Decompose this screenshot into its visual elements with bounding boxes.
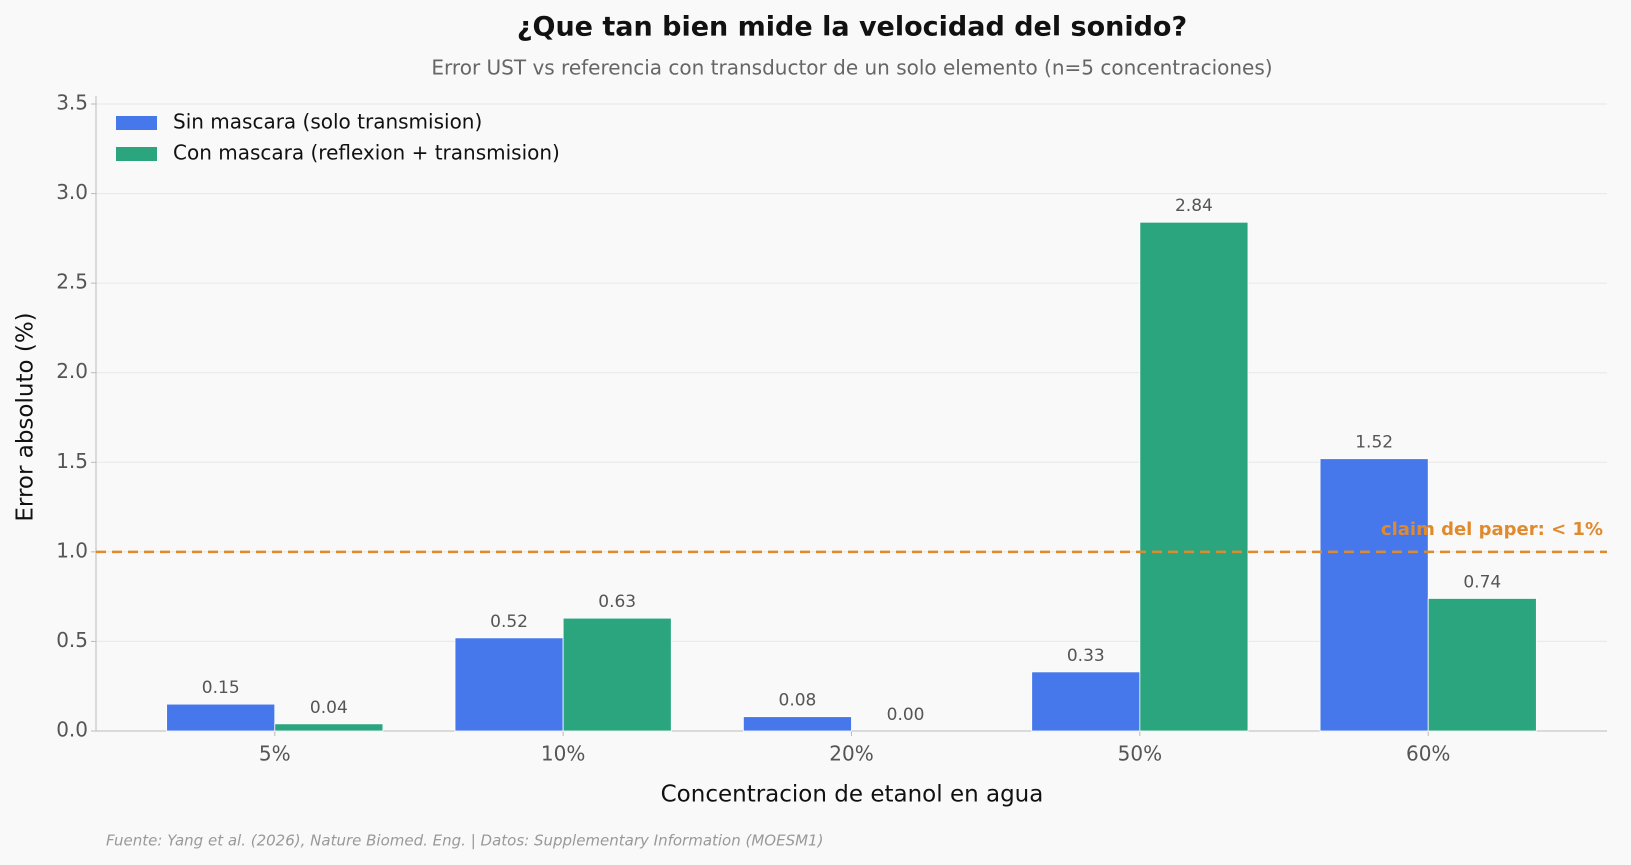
bar [1427,598,1537,732]
bar [562,617,672,732]
value-label: 0.15 [202,678,240,698]
value-label: 0.08 [779,691,817,711]
bar [454,637,564,732]
bar [1319,458,1429,732]
y-tick-label: 3.5 [56,91,88,115]
chart-subtitle: Error UST vs referencia con transductor … [431,56,1272,80]
value-label: 0.52 [490,612,528,632]
y-tick-label: 0.5 [56,628,88,652]
x-tick-label: 50% [1118,742,1162,766]
source-note: Fuente: Yang et al. (2026), Nature Biome… [106,832,823,850]
legend-swatch [116,116,157,130]
value-label: 1.52 [1355,433,1393,453]
value-label: 0.33 [1067,646,1105,666]
legend-label: Sin mascara (solo transmision) [173,110,482,134]
y-tick-label: 1.0 [56,538,88,562]
chart-title: ¿Que tan bien mide la velocidad del soni… [517,12,1187,43]
y-tick-label: 1.5 [56,449,88,473]
legend-label: Con mascara (reflexion + transmision) [173,141,560,165]
x-tick-label: 10% [541,742,585,766]
x-axis-label: Concentracion de etanol en agua [661,782,1044,808]
bar [1139,221,1249,732]
value-label: 0.04 [310,698,348,718]
y-axis-label: Error absoluto (%) [13,312,39,521]
value-label: 0.63 [598,592,636,612]
x-tick-label: 60% [1406,742,1450,766]
bar [166,703,276,732]
bar [1031,671,1141,732]
y-tick-label: 2.0 [56,359,88,383]
legend-swatch [116,147,157,161]
y-tick-label: 0.0 [56,718,88,742]
value-label: 0.74 [1463,572,1501,592]
bar [274,723,384,732]
value-label: 0.00 [887,705,925,725]
y-tick-label: 3.0 [56,180,88,204]
y-tick-label: 2.5 [56,270,88,294]
value-label: 2.84 [1175,196,1213,216]
bar [742,716,852,732]
reference-label: claim del paper: < 1% [1381,519,1603,540]
x-tick-label: 20% [829,742,873,766]
x-tick-label: 5% [259,742,291,766]
